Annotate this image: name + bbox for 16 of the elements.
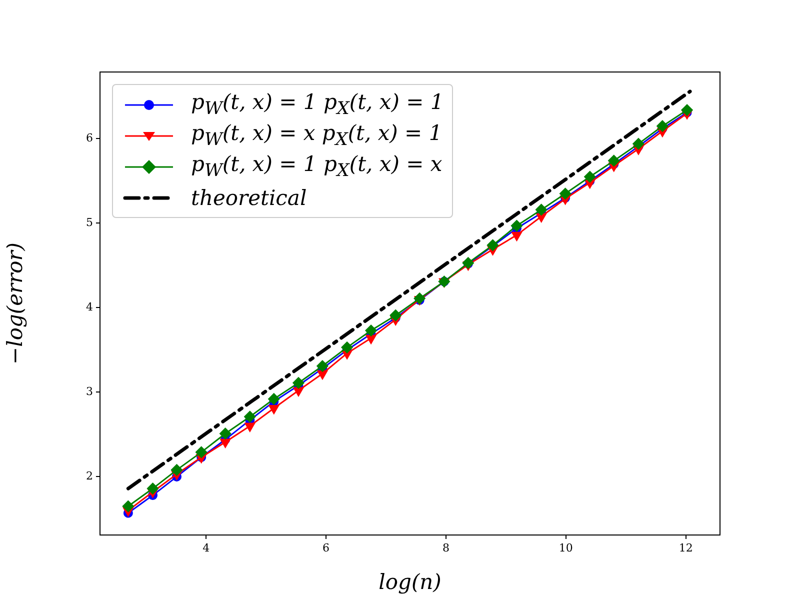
legend-label: p$_{W}$(t, x) = 1 p$_{X}$(t, x) = 1 (191, 90, 444, 120)
x-tick-label: 12 (678, 541, 693, 554)
x-tick-label: 10 (558, 541, 573, 554)
y-tick-label: 4 (86, 300, 93, 314)
x-axis-title: log(n) (378, 570, 442, 594)
y-tick-label: 2 (86, 470, 93, 483)
y-tick-label: 5 (86, 216, 93, 230)
y-tick-label: 6 (86, 132, 93, 145)
legend-label: theoretical (191, 186, 307, 210)
x-tick-label: 8 (442, 541, 450, 554)
legend-label: p$_{W}$(t, x) = x p$_{X}$(t, x) = 1 (191, 120, 442, 150)
legend-label: p$_{W}$(t, x) = 1 p$_{X}$(t, x) = x (191, 152, 442, 182)
y-axis-title: −log(error) (3, 242, 28, 364)
x-tick-label: 6 (322, 541, 330, 554)
x-tick-label: 4 (202, 541, 210, 554)
y-tick-label: 3 (86, 385, 93, 398)
